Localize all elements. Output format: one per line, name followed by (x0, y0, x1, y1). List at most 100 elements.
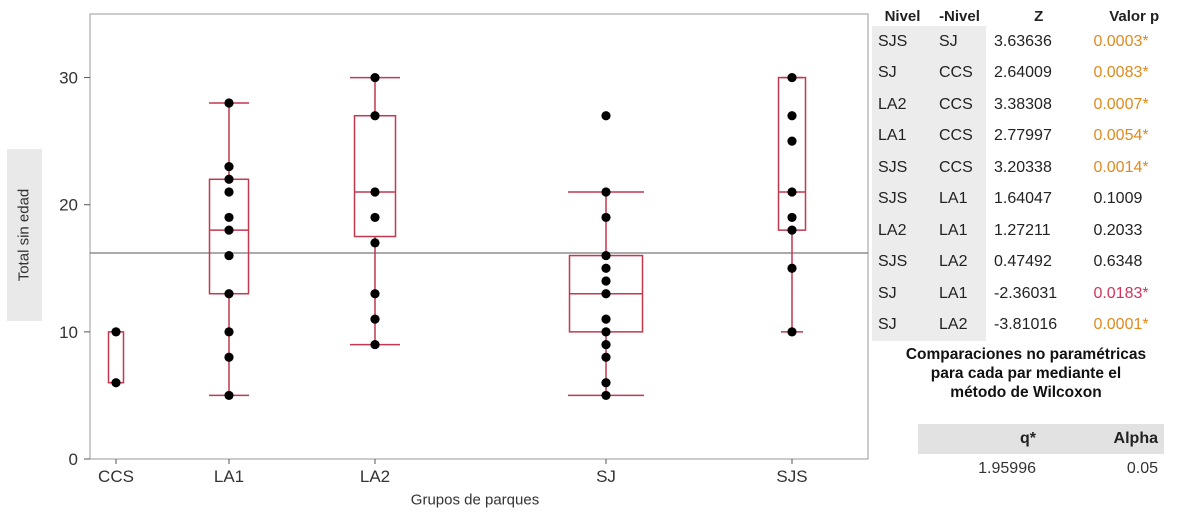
data-point (787, 136, 797, 146)
row-minus-level: CCS (933, 152, 986, 184)
row-level: SJ (872, 278, 933, 310)
comparison-row: LA1 CCS 2.77997 0.0054* (872, 120, 1177, 152)
row-minus-level: CCS (933, 89, 986, 121)
row-level: SJS (872, 183, 933, 215)
data-point (601, 390, 611, 401)
row-p-value: 0.6348 (1093, 253, 1143, 271)
row-z-value: 1.27211 (994, 221, 1051, 239)
data-point (601, 187, 611, 197)
data-point (370, 339, 380, 350)
row-minus-level: LA1 (933, 183, 986, 215)
row-z-value: -3.81016 (994, 316, 1058, 334)
row-level: LA2 (872, 89, 933, 121)
iqr-box (777, 76, 807, 231)
row-minus-level: CCS (933, 57, 986, 89)
row-p-value: 0.0007* (1093, 95, 1149, 113)
y-tick-label: 0 (69, 450, 78, 469)
row-minus-level: CCS (933, 120, 986, 152)
row-z-value: 1.64047 (994, 190, 1052, 208)
header-level: Nivel (884, 8, 921, 25)
data-point (370, 212, 380, 223)
data-point (787, 212, 797, 223)
iqr-box (107, 331, 125, 384)
row-z-value: 0.47492 (994, 253, 1052, 271)
header-q: q* (918, 424, 1042, 454)
data-point (370, 111, 380, 121)
data-point (370, 72, 380, 83)
row-level: LA1 (872, 120, 933, 152)
y-tick-label: 20 (59, 196, 78, 215)
data-point (601, 250, 611, 261)
data-point (370, 238, 380, 248)
data-point (601, 314, 611, 324)
data-point (601, 289, 611, 299)
q-alpha-header-row: q* Alpha (918, 424, 1164, 454)
x-tick-label: SJ (596, 467, 616, 486)
row-level: SJS (872, 246, 933, 278)
data-point (224, 352, 234, 362)
row-p-value: 0.1009 (1093, 190, 1143, 208)
caption-line: Comparaciones no paramétricas (905, 346, 1147, 363)
q-value: 1.95996 (978, 460, 1036, 477)
y-tick-label: 30 (59, 69, 78, 88)
header-p-value: Valor p (1109, 8, 1160, 25)
row-minus-level: LA2 (933, 309, 986, 341)
table-header-row: Nivel -Nivel Z Valor p (872, 8, 1177, 26)
data-point (601, 378, 611, 388)
row-p-value: 0.2033 (1093, 221, 1143, 239)
data-point (370, 187, 380, 197)
data-point (224, 98, 234, 108)
data-point (787, 111, 797, 121)
caption-line: método de Wilcoxon (950, 384, 1102, 401)
data-point (601, 339, 611, 350)
comparison-row: SJS SJ 3.63636 0.0003* (872, 26, 1177, 58)
data-point (224, 390, 234, 401)
row-z-value: -2.36031 (994, 284, 1058, 302)
data-point (370, 314, 380, 324)
header-minus-level: -Nivel (939, 8, 980, 25)
data-point (111, 327, 121, 337)
y-axis-label: Total sin edad (15, 188, 33, 282)
q-alpha-value-row: 1.95996 0.05 (918, 454, 1164, 484)
q-alpha-table: q* Alpha 1.95996 0.05 (918, 424, 1164, 484)
data-point (787, 263, 797, 273)
box-plot: 0 10 20 30 CCS LA1 LA2 SJ SJS (59, 13, 869, 486)
row-z-value: 2.64009 (994, 64, 1052, 82)
row-p-value: 0.0183* (1093, 284, 1149, 302)
comparison-row: LA2 LA1 1.27211 0.2033 (872, 215, 1177, 247)
data-point (601, 111, 611, 121)
data-point (224, 225, 234, 235)
row-p-value: 0.0003* (1093, 32, 1149, 50)
comparison-row: SJS CCS 3.20338 0.0014* (872, 152, 1177, 184)
header-z: Z (1034, 8, 1044, 25)
data-point (224, 250, 234, 261)
data-point (224, 289, 234, 299)
row-p-value: 0.0083* (1093, 64, 1149, 82)
data-point (224, 187, 234, 197)
data-point (224, 174, 234, 184)
data-point (601, 352, 611, 362)
comparison-row: SJS LA1 1.64047 0.1009 (872, 183, 1177, 215)
wilcoxon-comparisons-table: Nivel -Nivel Z Valor p SJS SJ 3.63636 0.000… (872, 8, 1177, 341)
data-point (111, 378, 121, 388)
row-z-value: 3.38308 (994, 95, 1052, 113)
row-level: LA2 (872, 215, 933, 247)
comparison-row: SJS LA2 0.47492 0.6348 (872, 246, 1177, 278)
x-tick-label: LA1 (214, 467, 244, 486)
row-minus-level: SJ (933, 26, 986, 58)
data-point (370, 289, 380, 299)
comparison-row: SJ LA2 -3.81016 0.0001* (872, 309, 1177, 341)
comparison-row: SJ CCS 2.64009 0.0083* (872, 57, 1177, 89)
data-point (224, 161, 234, 172)
x-axis-label: Grupos de parques (410, 491, 540, 509)
y-axis-label-box (7, 149, 42, 321)
row-level: SJS (872, 26, 933, 58)
y-tick-label: 10 (59, 323, 78, 342)
plot-frame (89, 13, 869, 460)
row-p-value: 0.0001* (1093, 316, 1149, 334)
row-p-value: 0.0014* (1093, 158, 1149, 176)
row-minus-level: LA1 (933, 278, 986, 310)
row-z-value: 3.63636 (994, 32, 1052, 50)
row-minus-level: LA1 (933, 215, 986, 247)
row-z-value: 2.77997 (994, 127, 1052, 145)
